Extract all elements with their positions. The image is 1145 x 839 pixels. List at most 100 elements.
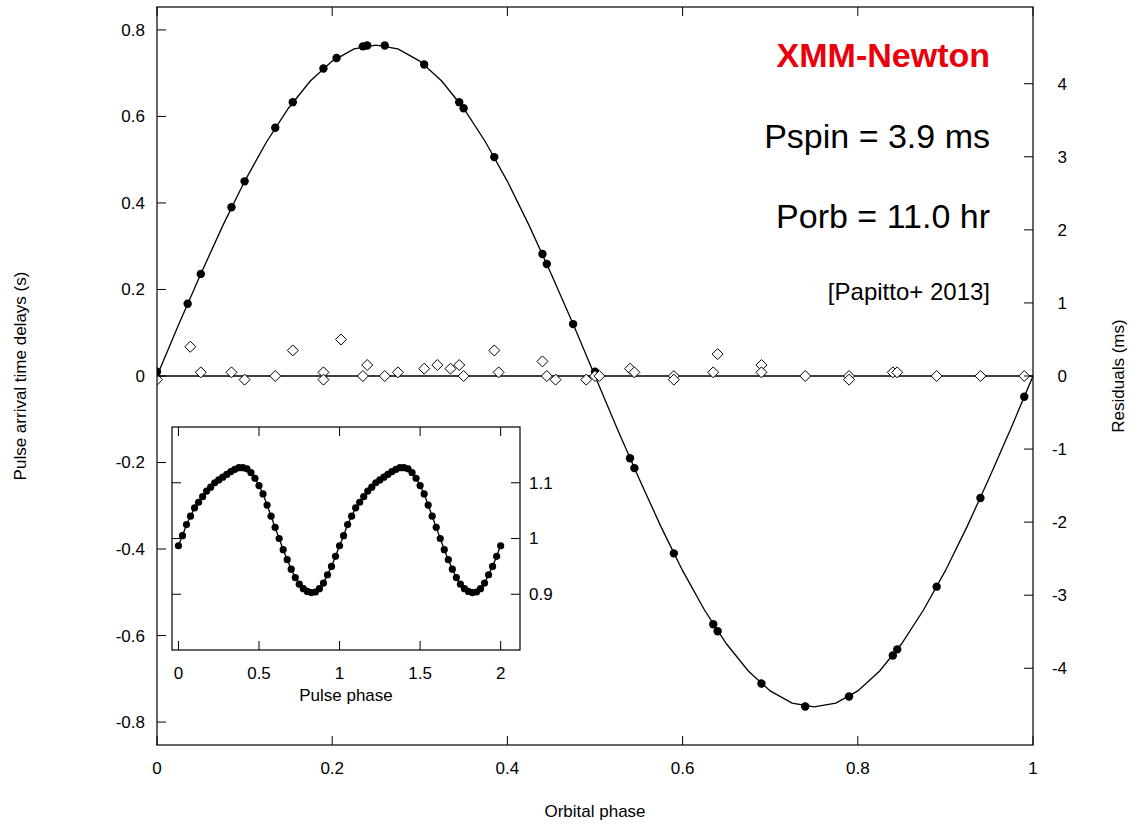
x-axis-title: Orbital phase <box>544 802 645 821</box>
circle-marker <box>543 260 551 268</box>
background <box>0 0 1145 839</box>
x-tick-top <box>507 7 508 16</box>
chart-canvas: 00.20.40.60.81-0.8-0.6-0.4-0.200.20.40.6… <box>0 0 1145 839</box>
diamond-marker <box>226 367 237 378</box>
circle-marker <box>240 177 248 185</box>
y2-tick-label: 4 <box>1058 75 1067 94</box>
x-tick-top <box>332 7 333 16</box>
y-tick-label: 1.1 <box>529 474 553 493</box>
diamond-marker <box>975 371 986 382</box>
diamond-marker <box>318 374 329 385</box>
circle-marker <box>284 556 291 563</box>
circle-marker <box>845 692 853 700</box>
circle-marker <box>893 645 901 653</box>
diamond-marker <box>335 334 346 345</box>
circle-marker <box>332 54 340 62</box>
circle-marker <box>272 524 279 531</box>
diamond-marker <box>239 374 250 385</box>
data-group <box>157 41 1033 710</box>
y-tick <box>157 289 166 290</box>
y2-tick <box>1024 156 1033 157</box>
circle-marker <box>1020 393 1028 401</box>
diamond-marker <box>270 371 281 382</box>
diamond-marker <box>454 360 465 371</box>
x-tick-label: 0 <box>152 759 161 778</box>
y-tick-label: 0.2 <box>121 280 145 299</box>
y-tick-label: -0.6 <box>116 627 145 646</box>
x-tick-top <box>1033 7 1034 16</box>
circle-marker <box>433 524 440 531</box>
y2-tick <box>1024 229 1033 230</box>
diamond-marker <box>419 363 430 374</box>
x-tick-top <box>178 427 179 436</box>
annotation: [Papitto+ 2013] <box>828 278 990 305</box>
circle-marker <box>453 574 460 581</box>
circle-marker <box>489 563 496 570</box>
x-tick-label: 2 <box>496 664 505 683</box>
circle-marker <box>497 542 504 549</box>
series-line <box>157 45 1033 707</box>
diamond-marker <box>594 371 605 382</box>
x-tick-label: 1 <box>335 664 344 683</box>
circle-marker <box>626 454 634 462</box>
x-tick <box>857 736 858 745</box>
y2-axis-title: Residuals (ms) <box>1109 319 1128 432</box>
plot-frame <box>157 7 1033 745</box>
y-axis-title: Pulse arrival time delays (s) <box>11 272 30 481</box>
annotation: Pspin = 3.9 ms <box>764 117 990 155</box>
diamond-marker <box>931 371 942 382</box>
y2-tick <box>1024 83 1033 84</box>
y-tick <box>157 462 166 463</box>
y-tick-label: -0.4 <box>116 540 145 559</box>
x-tick <box>157 736 158 745</box>
circle-marker <box>630 464 638 472</box>
y2-tick <box>1024 522 1033 523</box>
y-tick <box>157 722 166 723</box>
circle-marker <box>932 582 940 590</box>
y-tick-label: 0 <box>136 367 145 386</box>
y-tick-left <box>172 482 181 483</box>
circle-marker <box>336 542 343 549</box>
circle-marker <box>381 41 389 49</box>
inset-chart: 00.511.520.911.1Pulse phase <box>172 427 553 705</box>
x-tick <box>259 641 260 650</box>
y-tick <box>157 202 166 203</box>
diamond-marker <box>493 367 504 378</box>
x-tick-label: 1.5 <box>408 664 432 683</box>
y-tick <box>157 116 166 117</box>
circle-marker <box>288 566 295 573</box>
y-tick-label: -0.8 <box>116 713 145 732</box>
x-tick-label: 0.5 <box>247 664 271 683</box>
plot-area <box>157 7 1033 745</box>
x-tick <box>507 736 508 745</box>
y2-tick-label: -4 <box>1052 659 1067 678</box>
y2-tick <box>1024 302 1033 303</box>
circle-marker <box>801 702 809 710</box>
y-tick <box>511 594 520 595</box>
y-tick <box>511 482 520 483</box>
x-axis-title: Pulse phase <box>299 686 393 705</box>
circle-marker <box>276 535 283 542</box>
diamond-marker <box>185 341 196 352</box>
circle-marker <box>328 563 335 570</box>
circle-marker <box>490 153 498 161</box>
circle-marker <box>420 60 428 68</box>
circle-marker <box>280 546 287 553</box>
diamond-marker <box>756 367 767 378</box>
x-tick-top <box>682 7 683 16</box>
x-tick-top <box>157 7 158 16</box>
x-tick-top <box>339 427 340 436</box>
x-tick-top <box>420 427 421 436</box>
circle-marker <box>340 532 347 539</box>
circle-marker <box>485 571 492 578</box>
x-tick-label: 0.6 <box>671 759 695 778</box>
circle-marker <box>348 513 355 520</box>
y2-tick-label: -2 <box>1052 513 1067 532</box>
y-tick-label: -0.2 <box>116 453 145 472</box>
circle-marker <box>175 542 182 549</box>
y-tick-left <box>172 594 181 595</box>
circle-marker <box>363 41 371 49</box>
x-tick-top <box>857 7 858 16</box>
diamond-marker <box>379 371 390 382</box>
y-tick <box>157 376 166 377</box>
